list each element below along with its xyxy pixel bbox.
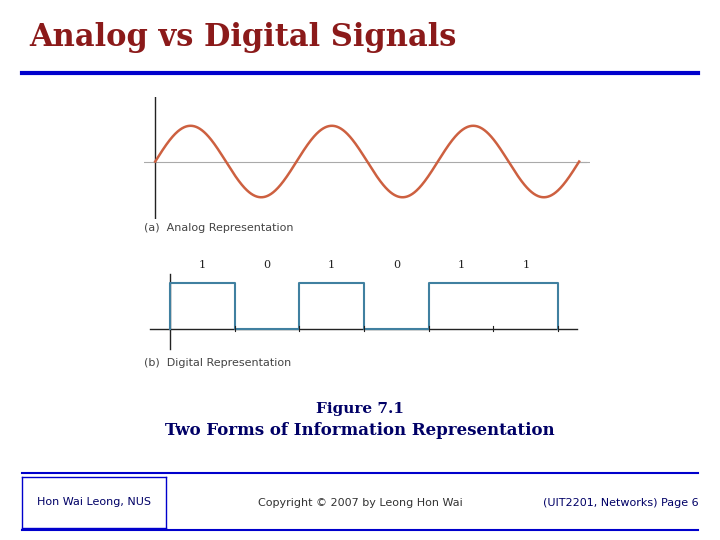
Text: (b)  Digital Representation: (b) Digital Representation — [144, 358, 292, 368]
Text: Copyright © 2007 by Leong Hon Wai: Copyright © 2007 by Leong Hon Wai — [258, 498, 462, 508]
Text: Hon Wai Leong, NUS: Hon Wai Leong, NUS — [37, 497, 150, 508]
Text: 1: 1 — [522, 260, 529, 269]
Text: Analog vs Digital Signals: Analog vs Digital Signals — [29, 22, 456, 52]
Text: 1: 1 — [199, 260, 206, 269]
Text: Two Forms of Information Representation: Two Forms of Information Representation — [165, 422, 555, 439]
Text: 0: 0 — [264, 260, 271, 269]
Text: (UIT2201, Networks) Page 6: (UIT2201, Networks) Page 6 — [543, 498, 698, 508]
Text: Figure 7.1: Figure 7.1 — [316, 402, 404, 416]
Text: 1: 1 — [457, 260, 464, 269]
Text: (a)  Analog Representation: (a) Analog Representation — [144, 223, 294, 233]
Text: 0: 0 — [392, 260, 400, 269]
Text: 1: 1 — [328, 260, 336, 269]
